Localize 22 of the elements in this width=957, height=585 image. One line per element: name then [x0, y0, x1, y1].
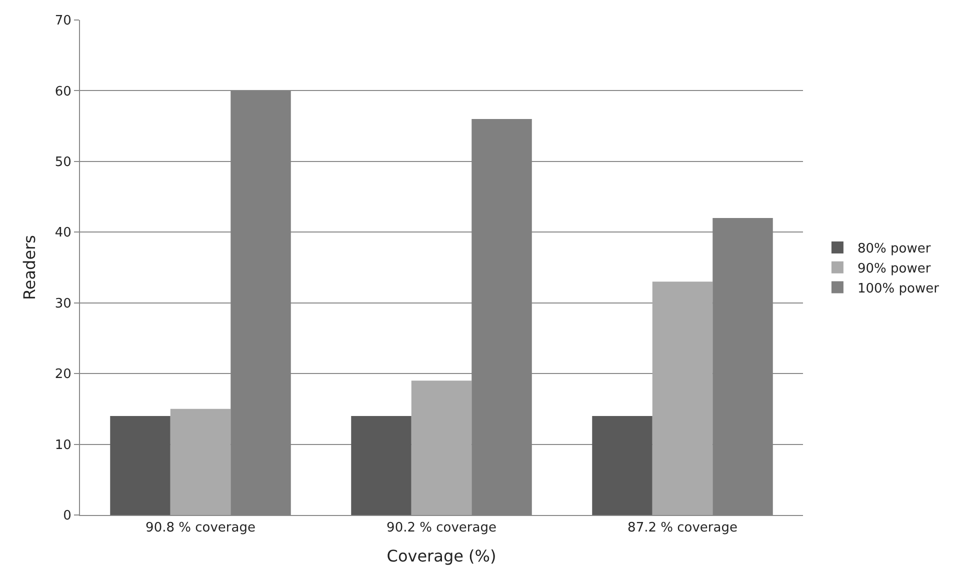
y-tick-label: 20 [54, 367, 72, 382]
bar [351, 416, 412, 515]
legend-label: 80% power [857, 242, 932, 257]
x-tick-label: 90.2 % coverage [386, 520, 496, 536]
bar [411, 380, 472, 515]
x-axis-title: Coverage (%) [386, 546, 496, 566]
y-tick-label: 40 [54, 226, 72, 241]
bar [170, 408, 231, 515]
y-tick-label: 0 [63, 508, 72, 524]
bar [592, 416, 652, 515]
bar [110, 416, 170, 515]
y-tick-label: 10 [54, 438, 72, 453]
bar [652, 282, 713, 515]
y-tick-label: 70 [54, 14, 72, 29]
legend-label: 100% power [857, 281, 940, 296]
x-tick-label: 90.8 % coverage [146, 520, 256, 536]
y-tick-label: 30 [54, 296, 72, 312]
y-axis-title: Readers [20, 235, 39, 300]
y-tick-label: 50 [54, 154, 72, 170]
y-tick-label: 60 [54, 84, 72, 100]
x-tick-label: 87.2 % coverage [628, 520, 738, 536]
legend-label: 90% power [857, 261, 932, 276]
